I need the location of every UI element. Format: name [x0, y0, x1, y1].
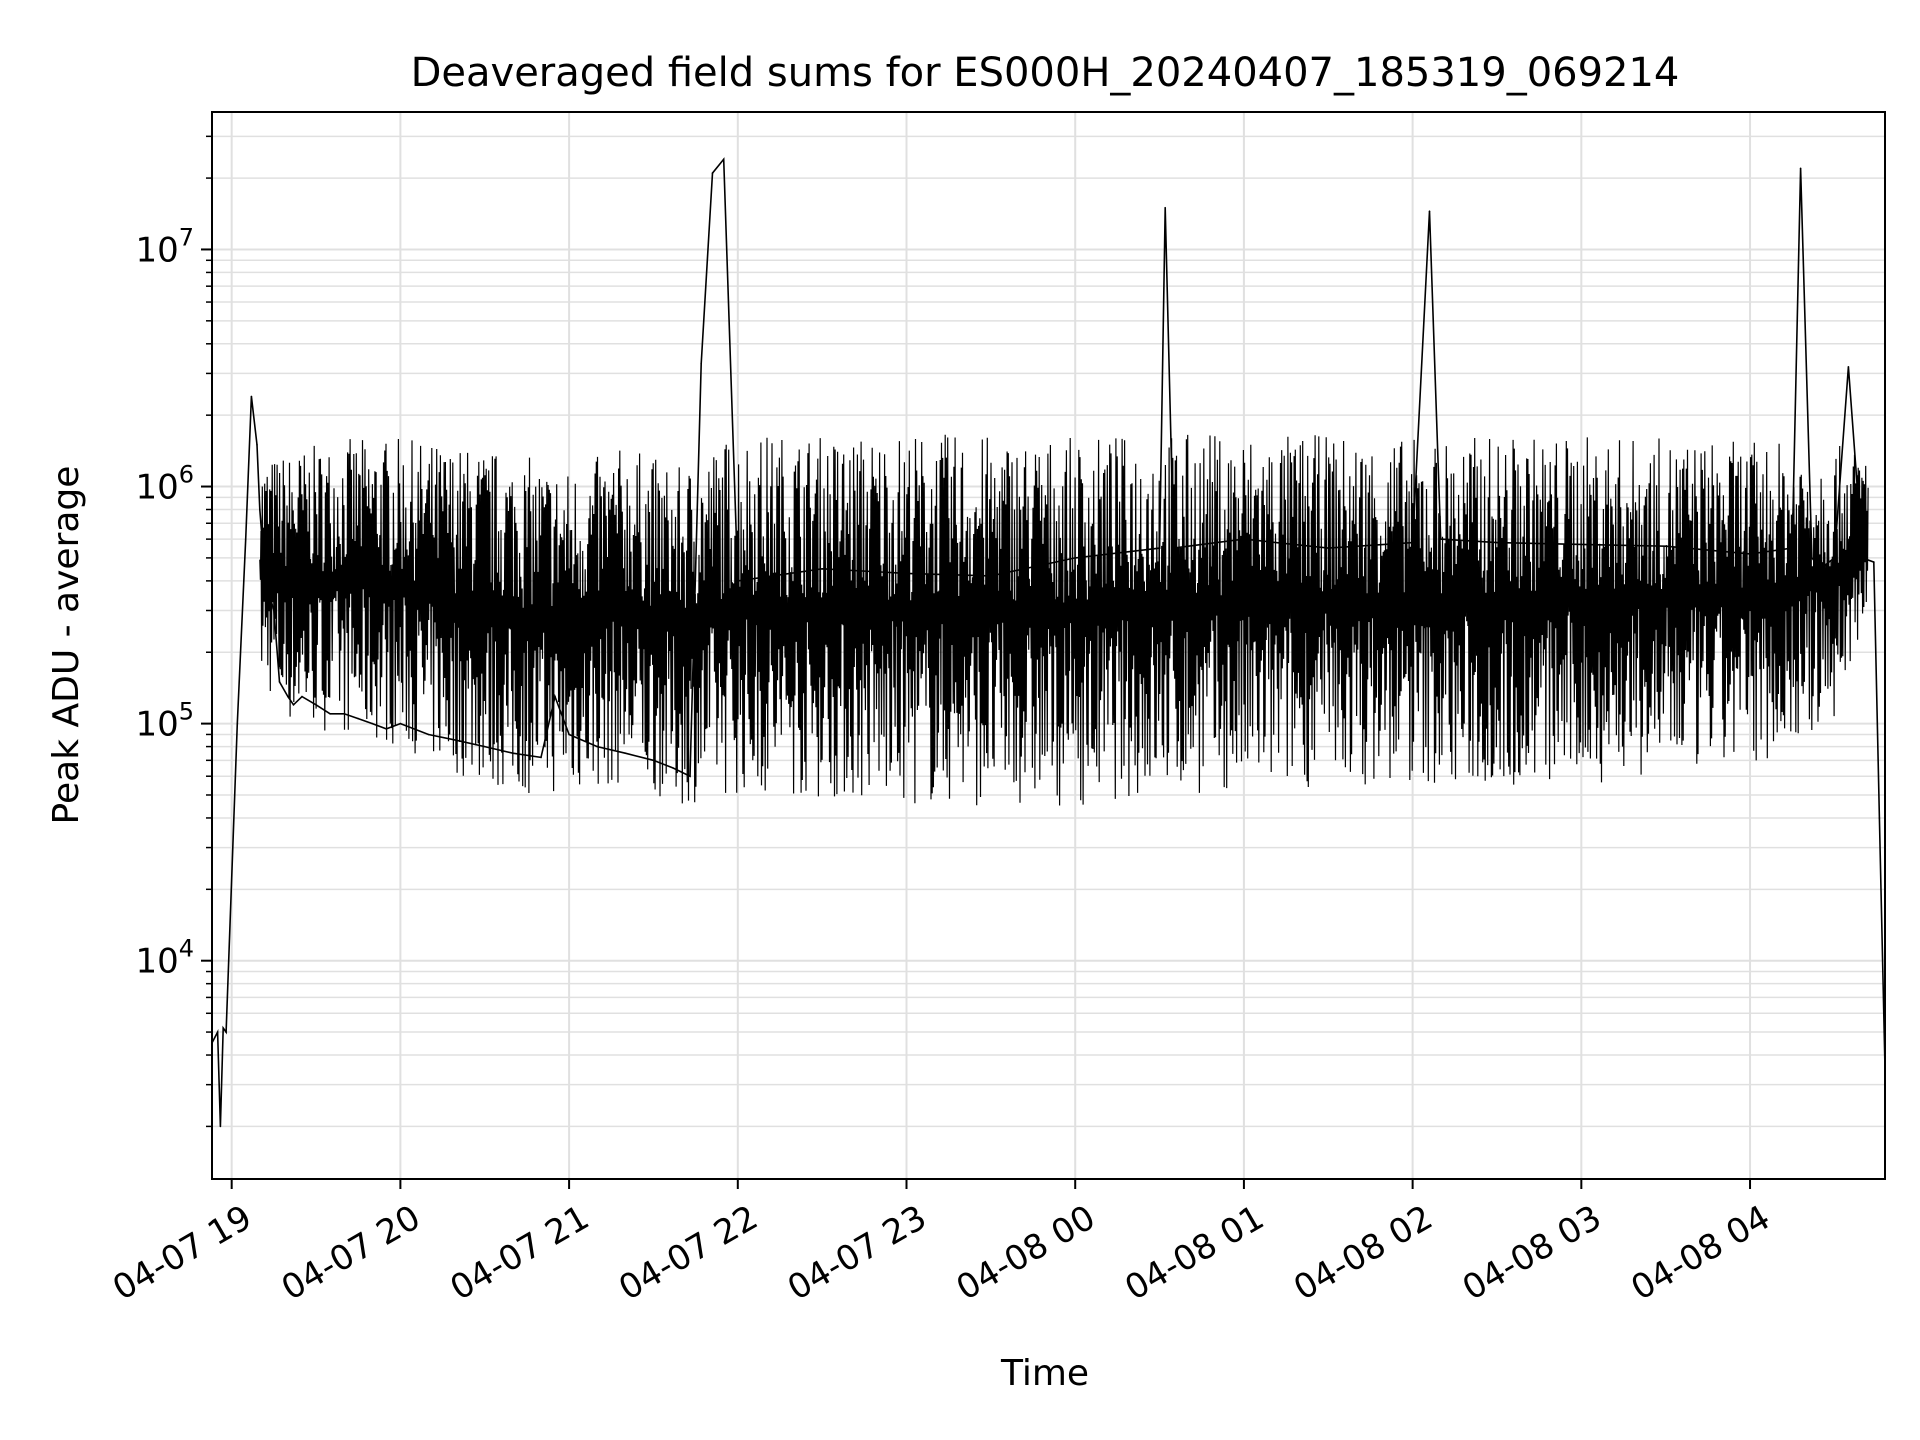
y-tick-label: 106 — [135, 461, 194, 508]
envelope-trace — [259, 434, 1869, 806]
data-point — [1158, 547, 1161, 549]
y-tick-label: 105 — [135, 698, 194, 745]
data-point — [1327, 547, 1330, 549]
data-point — [216, 1031, 219, 1033]
data-point — [250, 395, 253, 398]
y-tick-label: 104 — [135, 935, 194, 982]
data-point — [737, 580, 739, 582]
data-point — [343, 713, 346, 715]
data-point — [1861, 557, 1864, 559]
data-point — [259, 508, 261, 511]
data-point — [1799, 167, 1802, 170]
data-point — [1243, 538, 1245, 540]
data-point — [301, 695, 303, 698]
data-point — [700, 362, 702, 365]
data-point — [568, 733, 570, 736]
data-point — [1428, 210, 1431, 212]
data-point — [278, 681, 281, 683]
data-point — [1819, 568, 1822, 570]
data-point — [1811, 557, 1813, 559]
data-point — [1664, 545, 1667, 547]
data-point — [292, 704, 295, 706]
data-point — [399, 722, 402, 725]
data-point — [1164, 206, 1166, 209]
data-point — [711, 172, 714, 174]
data-point — [264, 580, 267, 582]
y-axis: 104 105 106 107 — [135, 135, 212, 1128]
data-point — [385, 728, 388, 730]
data-point — [357, 717, 360, 720]
data-point — [1873, 561, 1875, 563]
data-point — [1833, 557, 1836, 559]
data-point — [225, 1031, 227, 1033]
y-axis-label: Peak ADU - average — [46, 466, 87, 825]
data-point — [483, 745, 486, 748]
data-point — [990, 575, 992, 577]
data-point — [222, 1027, 224, 1029]
data-point — [236, 722, 239, 725]
data-point — [244, 538, 247, 540]
data-point — [1749, 553, 1751, 555]
data-point — [1496, 541, 1498, 544]
data-point — [722, 158, 725, 161]
data-point — [273, 609, 275, 612]
series-group — [211, 157, 1886, 1128]
data-point — [256, 444, 258, 446]
data-point — [427, 733, 430, 736]
data-point — [1411, 541, 1414, 544]
data-point — [219, 1125, 222, 1128]
plot-frame — [211, 111, 1886, 1180]
signal-envelope — [259, 434, 1869, 806]
data-point — [287, 695, 289, 698]
data-point — [821, 568, 823, 570]
data-point — [315, 704, 317, 706]
data-point — [371, 722, 374, 725]
data-point — [540, 756, 542, 759]
data-point — [1878, 817, 1881, 819]
data-point — [1847, 366, 1850, 368]
data-point — [1791, 547, 1793, 549]
data-point — [1172, 547, 1175, 549]
data-point — [1580, 543, 1583, 546]
data-point — [652, 759, 655, 762]
data-point — [1074, 557, 1076, 559]
x-axis-label: Time — [1000, 1353, 1089, 1394]
y-tick-label: 107 — [135, 223, 194, 270]
chart-title: Deaveraged field sums for ES000H_2024040… — [411, 50, 1680, 96]
data-point — [1439, 538, 1442, 540]
data-point — [329, 713, 331, 715]
data-point — [512, 752, 514, 754]
data-point — [596, 745, 598, 748]
data-point — [554, 695, 556, 698]
data-point — [672, 767, 674, 769]
data-point — [624, 752, 627, 754]
data-point — [905, 572, 908, 575]
data-point — [689, 775, 691, 777]
data-point — [455, 739, 458, 742]
